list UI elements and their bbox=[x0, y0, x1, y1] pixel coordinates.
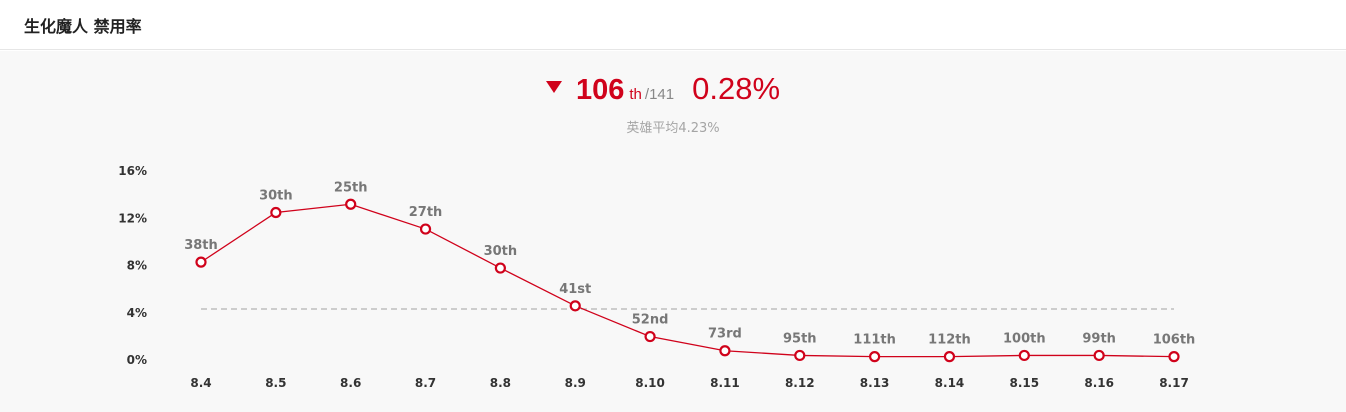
rank-total: /141 bbox=[644, 86, 675, 103]
x-tick-label: 8.17 bbox=[1159, 376, 1189, 390]
y-tick-label: 8% bbox=[127, 259, 147, 273]
rank-label: 25th bbox=[334, 180, 368, 195]
rank-label: 106th bbox=[1153, 333, 1196, 348]
ban-rate-summary: 106 th /141 0.28% bbox=[0, 71, 1346, 111]
rank-suffix: th bbox=[629, 86, 642, 103]
data-point bbox=[1168, 351, 1180, 363]
data-point bbox=[869, 351, 881, 363]
x-tick-label: 8.6 bbox=[340, 376, 361, 390]
series-line bbox=[200, 203, 1175, 358]
y-tick-label: 12% bbox=[118, 211, 147, 225]
y-tick-label: 16% bbox=[118, 164, 147, 178]
y-tick-label: 4% bbox=[127, 306, 147, 320]
ban-rate-line-chart: 0% 4% 8% 12% 16% 8.4 8.5 8.6 8.7 8.8 8.9 8.10 8.11 8.… bbox=[118, 164, 1196, 390]
data-point bbox=[270, 206, 282, 219]
data-point bbox=[419, 223, 432, 235]
rank-label: 30th bbox=[259, 189, 293, 204]
rank-label: 111th bbox=[853, 333, 896, 348]
x-tick-label: 8.12 bbox=[785, 376, 815, 390]
down-triangle-icon bbox=[546, 81, 562, 93]
x-tick-label: 8.16 bbox=[1084, 376, 1114, 390]
header: 生化魔人 禁用率 bbox=[0, 0, 1346, 50]
average-label: 英雄平均4.23% bbox=[626, 121, 720, 136]
data-point bbox=[1018, 349, 1030, 362]
rank-label: 112th bbox=[928, 333, 971, 348]
rank-label: 30th bbox=[484, 244, 518, 259]
x-tick-label: 8.15 bbox=[1010, 376, 1040, 390]
rank-label: 73rd bbox=[708, 327, 742, 342]
rank-label: 38th bbox=[184, 238, 218, 253]
x-tick-label: 8.8 bbox=[490, 376, 511, 390]
x-tick-label: 8.11 bbox=[710, 376, 740, 390]
rank-value: 106 bbox=[576, 74, 625, 106]
summary-row: 106 th /141 0.28% bbox=[546, 71, 780, 107]
rank-label: 27th bbox=[409, 205, 443, 220]
rank-label: 100th bbox=[1003, 331, 1046, 346]
x-tick-label: 8.14 bbox=[935, 376, 965, 390]
data-point bbox=[494, 262, 506, 274]
data-point bbox=[1093, 349, 1105, 362]
rank-label: 41st bbox=[559, 282, 591, 297]
chart-panel: 106 th /141 0.28% 英雄平均4.23% 0% 4% 8% 12% 16%… bbox=[0, 51, 1346, 412]
x-tick-label: 8.13 bbox=[860, 376, 890, 390]
data-point bbox=[569, 300, 581, 312]
x-tick-label: 8.10 bbox=[635, 376, 665, 390]
page-title: 生化魔人 禁用率 bbox=[24, 16, 142, 36]
data-point bbox=[644, 330, 656, 343]
ban-rate-value: 0.28% bbox=[692, 71, 781, 106]
data-point bbox=[794, 349, 806, 362]
data-point bbox=[719, 345, 731, 357]
data-point bbox=[195, 256, 207, 268]
data-point bbox=[345, 198, 357, 210]
x-tick-label: 8.5 bbox=[265, 376, 286, 390]
x-tick-label: 8.7 bbox=[415, 376, 436, 390]
y-tick-label: 0% bbox=[127, 353, 147, 367]
rank-label: 52nd bbox=[632, 313, 669, 328]
data-point bbox=[943, 351, 956, 363]
x-tick-label: 8.9 bbox=[565, 376, 586, 390]
x-tick-label: 8.4 bbox=[190, 376, 211, 390]
rank-label: 95th bbox=[783, 331, 817, 346]
rank-label: 99th bbox=[1082, 331, 1116, 346]
